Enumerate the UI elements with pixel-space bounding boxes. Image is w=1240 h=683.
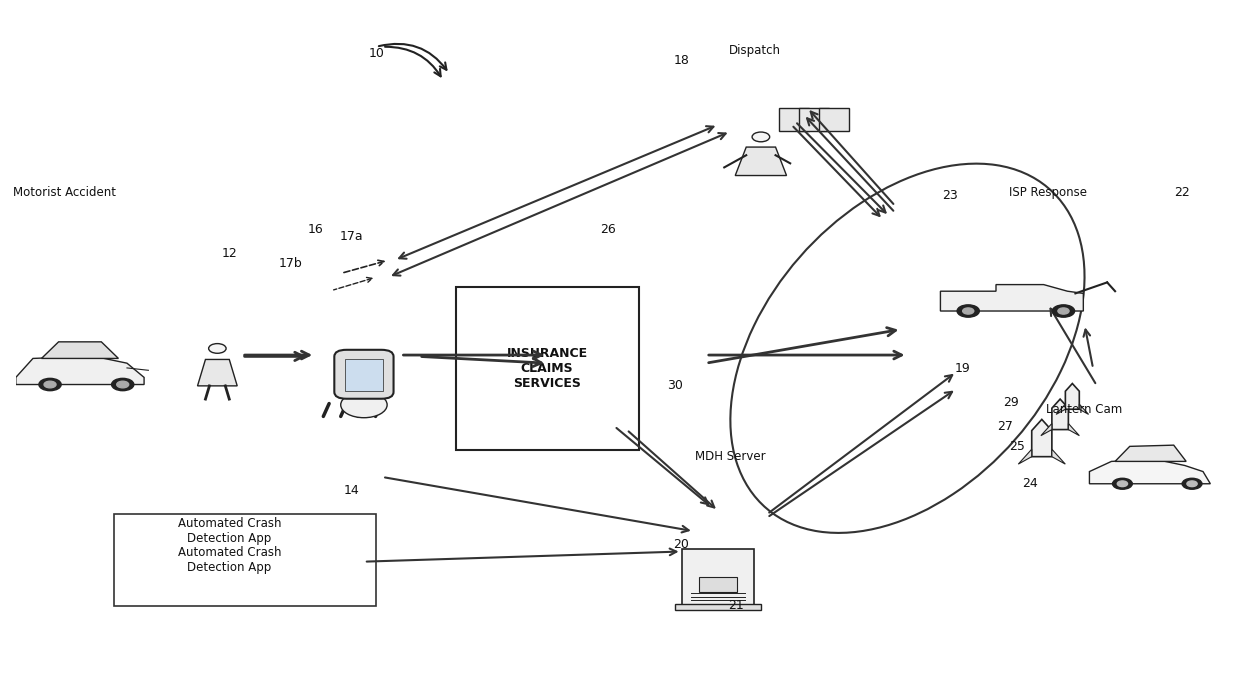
- FancyBboxPatch shape: [676, 604, 761, 611]
- Text: 20: 20: [673, 538, 689, 551]
- Text: 25: 25: [1009, 440, 1025, 453]
- Circle shape: [117, 381, 129, 388]
- Polygon shape: [1018, 449, 1032, 464]
- Circle shape: [38, 378, 61, 391]
- Polygon shape: [1090, 460, 1210, 484]
- Text: Motorist Accident: Motorist Accident: [14, 186, 117, 199]
- FancyBboxPatch shape: [114, 514, 376, 606]
- Polygon shape: [735, 147, 786, 176]
- Polygon shape: [1052, 449, 1065, 464]
- FancyBboxPatch shape: [779, 108, 808, 132]
- Circle shape: [1117, 481, 1127, 486]
- Text: ISP Response: ISP Response: [1009, 186, 1087, 199]
- Text: 12: 12: [222, 247, 237, 260]
- Polygon shape: [1052, 399, 1069, 430]
- Circle shape: [1187, 481, 1197, 486]
- Text: 17b: 17b: [279, 257, 303, 270]
- Text: 22: 22: [1174, 186, 1190, 199]
- FancyBboxPatch shape: [345, 359, 383, 391]
- Text: MDH Server: MDH Server: [696, 450, 765, 463]
- Circle shape: [112, 378, 134, 391]
- FancyBboxPatch shape: [682, 549, 754, 607]
- Circle shape: [957, 305, 980, 317]
- Circle shape: [1112, 478, 1132, 489]
- Circle shape: [1182, 478, 1202, 489]
- Text: 26: 26: [600, 223, 616, 236]
- FancyBboxPatch shape: [818, 108, 848, 132]
- Text: 23: 23: [942, 189, 959, 202]
- Text: 18: 18: [673, 54, 689, 67]
- Text: 21: 21: [729, 599, 744, 612]
- Circle shape: [208, 344, 226, 353]
- Polygon shape: [940, 285, 1084, 311]
- Polygon shape: [1040, 423, 1052, 436]
- Text: 17a: 17a: [340, 230, 363, 243]
- Polygon shape: [1079, 404, 1089, 415]
- Text: Dispatch: Dispatch: [729, 44, 781, 57]
- Polygon shape: [1056, 404, 1065, 415]
- Text: Lantern Cam: Lantern Cam: [1047, 403, 1122, 416]
- Text: 24: 24: [1022, 477, 1038, 490]
- Polygon shape: [1115, 445, 1187, 462]
- Polygon shape: [1069, 423, 1079, 436]
- Polygon shape: [41, 342, 119, 359]
- Text: 10: 10: [368, 47, 384, 60]
- Circle shape: [1058, 308, 1069, 314]
- Text: 27: 27: [997, 419, 1013, 433]
- Polygon shape: [1065, 383, 1079, 409]
- FancyBboxPatch shape: [335, 350, 393, 399]
- Text: 30: 30: [667, 379, 683, 392]
- Text: 16: 16: [308, 223, 322, 236]
- Polygon shape: [197, 359, 237, 386]
- Text: Automated Crash
Detection App: Automated Crash Detection App: [177, 546, 281, 574]
- Text: 14: 14: [343, 484, 360, 497]
- Circle shape: [1053, 305, 1075, 317]
- Polygon shape: [16, 356, 144, 385]
- Text: INSURANCE
CLAIMS
SERVICES: INSURANCE CLAIMS SERVICES: [507, 347, 588, 390]
- Circle shape: [962, 308, 973, 314]
- Text: 19: 19: [955, 362, 970, 375]
- FancyBboxPatch shape: [799, 108, 828, 132]
- FancyBboxPatch shape: [699, 576, 738, 592]
- Polygon shape: [1032, 419, 1052, 457]
- FancyBboxPatch shape: [455, 288, 639, 450]
- Circle shape: [341, 392, 387, 418]
- Circle shape: [45, 381, 56, 388]
- Circle shape: [753, 132, 770, 142]
- Text: 29: 29: [1003, 396, 1019, 409]
- Text: Automated Crash
Detection App: Automated Crash Detection App: [177, 517, 281, 545]
